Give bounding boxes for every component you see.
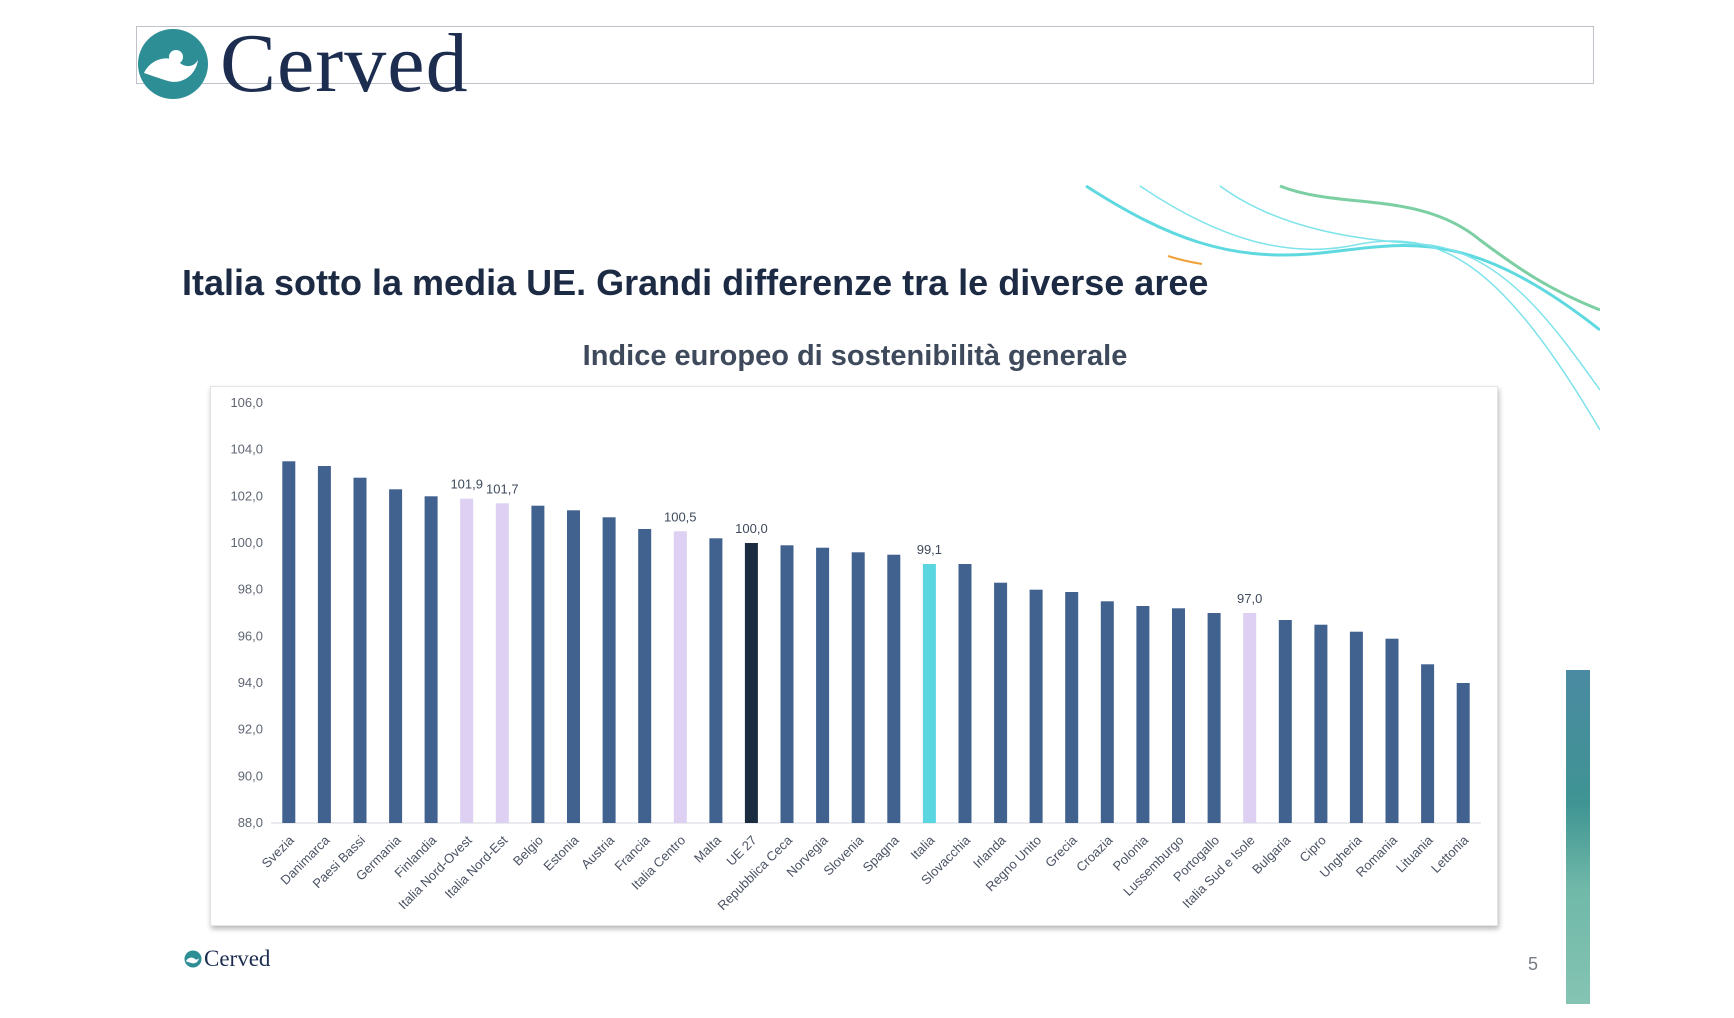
bar-lituania: [1421, 664, 1435, 823]
x-tick-label: Slovenia: [820, 832, 866, 878]
bar-francia: [638, 529, 652, 823]
cerved-logo[interactable]: Cerved: [136, 17, 469, 110]
chart-panel: 106,0 104,0 102,0 100,0 98,0 96,0 94,0 92,0 90,0…: [210, 386, 1498, 926]
footer-cerved-wave-icon: [184, 950, 202, 968]
bar-lettonia: [1456, 683, 1470, 823]
y-tick-label: 88,0: [238, 815, 263, 830]
x-tick-label: Italia Nord-Est: [442, 832, 511, 901]
footer-logo[interactable]: Cerved: [184, 946, 270, 972]
y-tick-label: 102,0: [230, 488, 263, 503]
bar-bulgaria: [1278, 620, 1292, 823]
bar-croazia: [1100, 601, 1114, 823]
bar-portogallo: [1207, 613, 1221, 823]
bar-romania: [1385, 638, 1399, 823]
x-tick-label: Lettonia: [1428, 832, 1472, 876]
x-tick-label: Lituania: [1393, 832, 1436, 875]
bar-grecia: [1065, 592, 1079, 823]
bar-slovacchia: [958, 564, 972, 823]
bar-irlanda: [994, 582, 1008, 823]
bar-ungheria: [1349, 631, 1363, 823]
y-tick-label: 106,0: [230, 395, 263, 410]
bar-repubblica-ceca: [780, 545, 794, 823]
bar-ue-27: [744, 543, 758, 823]
y-tick-label: 90,0: [238, 768, 263, 783]
bar-polonia: [1136, 606, 1150, 823]
x-tick-label: Italia: [907, 832, 938, 863]
header-frame: [136, 26, 1594, 84]
footer-brand-name: Cerved: [204, 946, 271, 971]
bar-estonia: [567, 510, 580, 823]
side-accent-bar: [1566, 670, 1590, 1004]
bar-italia-nord-ovest: [460, 498, 474, 823]
bar-italia-nord-est: [495, 503, 509, 823]
y-tick-label: 100,0: [230, 535, 263, 550]
x-tick-label: Croazia: [1073, 832, 1116, 875]
y-tick-label: 98,0: [238, 582, 263, 597]
bar-lussemburgo: [1172, 608, 1185, 823]
bar-danimarca: [317, 466, 331, 823]
bar-cipro: [1314, 624, 1328, 823]
page-number: 5: [1528, 954, 1539, 974]
x-tick-label: Malta: [691, 832, 725, 866]
data-label: 99,1: [917, 542, 942, 557]
x-tick-label: Austria: [578, 832, 618, 872]
bar-belgio: [531, 505, 545, 823]
bar-finlandia: [424, 496, 438, 823]
x-tick-label: Bulgaria: [1249, 832, 1294, 877]
bar-italia-centro: [673, 531, 687, 823]
y-tick-label: 92,0: [238, 722, 263, 737]
bar-malta: [709, 538, 723, 823]
y-tick-label: 94,0: [238, 675, 263, 690]
x-tick-label: Spagna: [860, 832, 903, 875]
slide-title: Italia sotto la media UE. Grandi differe…: [182, 262, 1209, 303]
cerved-wave-icon: [138, 29, 208, 99]
bar-spagna: [887, 554, 901, 823]
data-label: 97,0: [1237, 591, 1262, 606]
data-label: 100,0: [735, 521, 768, 536]
chart-title: Indice europeo di sostenibilità generale: [582, 340, 1128, 372]
data-label: 101,9: [450, 477, 483, 492]
data-label: 101,7: [486, 481, 519, 496]
brand-name: Cerved: [220, 17, 469, 110]
y-tick-label: 104,0: [230, 442, 263, 457]
bar-italia: [922, 564, 936, 823]
bar-norvegia: [816, 547, 830, 823]
data-label: 100,5: [664, 509, 697, 524]
bar-italia-sud-e-isole: [1243, 613, 1257, 823]
decorative-waves: [1085, 184, 1600, 430]
bar-paesi-bassi: [353, 477, 367, 823]
y-tick-label: 96,0: [238, 628, 263, 643]
bar-regno-unito: [1029, 589, 1043, 823]
bar-austria: [602, 517, 616, 823]
x-tick-label: Cipro: [1296, 833, 1329, 866]
bar-svezia: [282, 461, 296, 823]
bar-germania: [389, 489, 403, 823]
bar-slovenia: [851, 552, 865, 823]
bar-chart: 106,0 104,0 102,0 100,0 98,0 96,0 94,0 92,0 90,0…: [230, 395, 1481, 913]
x-tick-label: Estonia: [540, 832, 582, 874]
